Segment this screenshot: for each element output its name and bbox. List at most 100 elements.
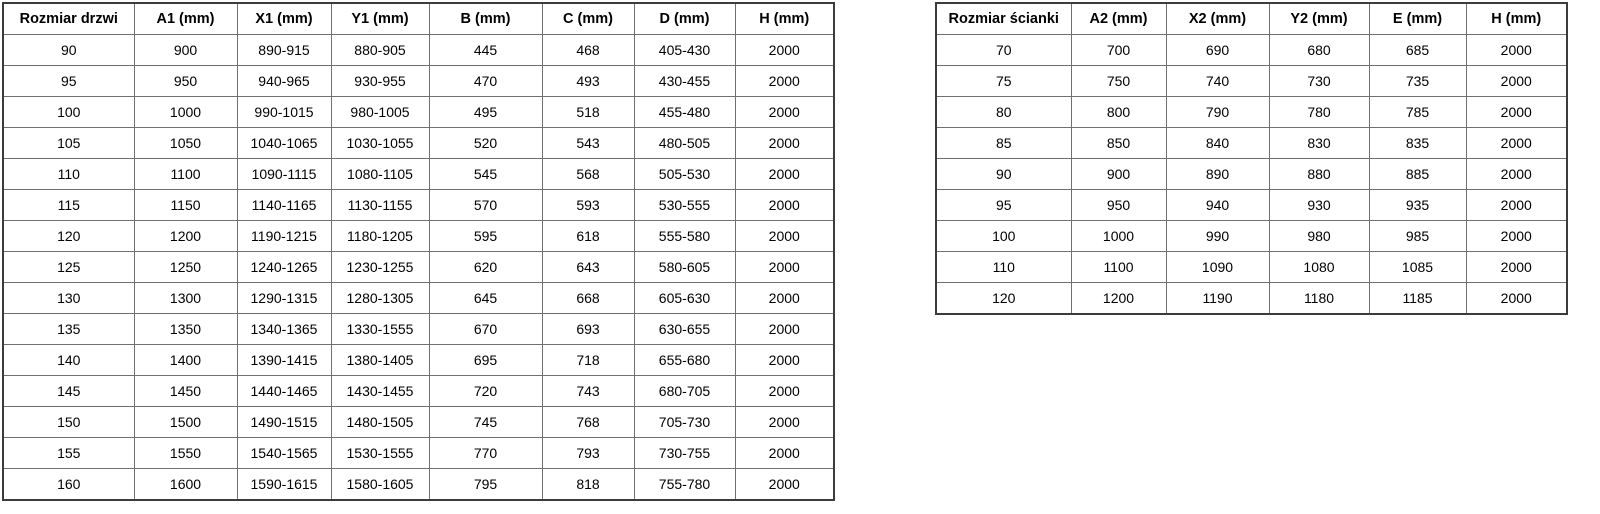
table-cell: 1290-1315 bbox=[236, 282, 332, 314]
table-cell: 1280-1305 bbox=[330, 282, 430, 314]
table-cell: 985 bbox=[1368, 220, 1467, 252]
column-header: H (mm) bbox=[734, 2, 835, 35]
header-row: Rozmiar ścianki A2 (mm) X2 (mm) Y2 (mm) E (m… bbox=[935, 2, 1568, 35]
table-cell: 718 bbox=[541, 344, 635, 376]
table-cell: 1030-1055 bbox=[330, 127, 430, 159]
table-cell: 735 bbox=[1368, 65, 1467, 97]
table-cell: 100 bbox=[2, 96, 135, 128]
table-cell: 930 bbox=[1268, 189, 1370, 221]
table-cell: 745 bbox=[428, 406, 543, 438]
table-cell: 643 bbox=[541, 251, 635, 283]
table-cell: 790 bbox=[1165, 96, 1270, 128]
column-header: A2 (mm) bbox=[1070, 2, 1167, 35]
column-header: X2 (mm) bbox=[1165, 2, 1270, 35]
table-cell: 1550 bbox=[133, 437, 238, 469]
table-cell: 605-630 bbox=[633, 282, 736, 314]
table-row: 85 850 840 830 835 2000 bbox=[935, 127, 1568, 159]
door-size-table: Rozmiar drzwi A1 (mm) X1 (mm) Y1 (mm) B (mm)… bbox=[2, 2, 835, 501]
table-cell: 1050 bbox=[133, 127, 238, 159]
table-cell: 630-655 bbox=[633, 313, 736, 345]
table-cell: 793 bbox=[541, 437, 635, 469]
table-cell: 2000 bbox=[734, 282, 835, 314]
table-cell: 730-755 bbox=[633, 437, 736, 469]
table-cell: 2000 bbox=[1465, 65, 1568, 97]
table-cell: 505-530 bbox=[633, 158, 736, 190]
table-cell: 2000 bbox=[734, 96, 835, 128]
table-cell: 1240-1265 bbox=[236, 251, 332, 283]
table-cell: 705-730 bbox=[633, 406, 736, 438]
table-cell: 543 bbox=[541, 127, 635, 159]
table-cell: 1390-1415 bbox=[236, 344, 332, 376]
table-cell: 2000 bbox=[734, 65, 835, 97]
column-header: A1 (mm) bbox=[133, 2, 238, 35]
table-cell: 785 bbox=[1368, 96, 1467, 128]
table-row: 100 1000 990-1015 980-1005 495 518 455-480 2000 bbox=[2, 96, 835, 128]
table-cell: 1300 bbox=[133, 282, 238, 314]
table-cell: 135 bbox=[2, 313, 135, 345]
table-cell: 518 bbox=[541, 96, 635, 128]
table-cell: 1330-1555 bbox=[330, 313, 430, 345]
table-cell: 885 bbox=[1368, 158, 1467, 190]
table-cell: 545 bbox=[428, 158, 543, 190]
table-cell: 1380-1405 bbox=[330, 344, 430, 376]
column-header: H (mm) bbox=[1465, 2, 1568, 35]
table-cell: 593 bbox=[541, 189, 635, 221]
table-cell: 1090 bbox=[1165, 251, 1270, 283]
table-cell: 2000 bbox=[1465, 158, 1568, 190]
table-cell: 685 bbox=[1368, 34, 1467, 66]
table-cell: 2000 bbox=[734, 220, 835, 252]
table-row: 95 950 940-965 930-955 470 493 430-455 2000 bbox=[2, 65, 835, 97]
table-cell: 1150 bbox=[133, 189, 238, 221]
table-cell: 455-480 bbox=[633, 96, 736, 128]
table-cell: 1600 bbox=[133, 468, 238, 501]
table-cell: 680-705 bbox=[633, 375, 736, 407]
table-cell: 750 bbox=[1070, 65, 1167, 97]
table-cell: 1450 bbox=[133, 375, 238, 407]
table-cell: 2000 bbox=[734, 251, 835, 283]
table-cell: 1590-1615 bbox=[236, 468, 332, 501]
table-cell: 1430-1455 bbox=[330, 375, 430, 407]
table-cell: 2000 bbox=[734, 344, 835, 376]
table-cell: 1200 bbox=[133, 220, 238, 252]
table-row: 120 1200 1190-1215 1180-1205 595 618 555-580 20… bbox=[2, 220, 835, 252]
table-cell: 1000 bbox=[1070, 220, 1167, 252]
column-header: Rozmiar drzwi bbox=[2, 2, 135, 35]
table-cell: 2000 bbox=[734, 158, 835, 190]
table-cell: 655-680 bbox=[633, 344, 736, 376]
table-cell: 570 bbox=[428, 189, 543, 221]
table-cell: 2000 bbox=[1465, 282, 1568, 315]
table-cell: 990 bbox=[1165, 220, 1270, 252]
table-cell: 1230-1255 bbox=[330, 251, 430, 283]
table-row: 110 1100 1090 1080 1085 2000 bbox=[935, 251, 1568, 283]
table-cell: 818 bbox=[541, 468, 635, 501]
table-cell: 1340-1365 bbox=[236, 313, 332, 345]
table-row: 140 1400 1390-1415 1380-1405 695 718 655-680 20… bbox=[2, 344, 835, 376]
table-row: 70 700 690 680 685 2000 bbox=[935, 34, 1568, 66]
table-cell: 2000 bbox=[734, 189, 835, 221]
table-row: 100 1000 990 980 985 2000 bbox=[935, 220, 1568, 252]
table-cell: 780 bbox=[1268, 96, 1370, 128]
table-row: 115 1150 1140-1165 1130-1155 570 593 530-555 20… bbox=[2, 189, 835, 221]
table-cell: 468 bbox=[541, 34, 635, 66]
table-cell: 693 bbox=[541, 313, 635, 345]
table-cell: 2000 bbox=[734, 406, 835, 438]
table-cell: 120 bbox=[2, 220, 135, 252]
table-cell: 470 bbox=[428, 65, 543, 97]
table-cell: 140 bbox=[2, 344, 135, 376]
table-cell: 2000 bbox=[1465, 189, 1568, 221]
column-header: E (mm) bbox=[1368, 2, 1467, 35]
table-cell: 493 bbox=[541, 65, 635, 97]
table-cell: 935 bbox=[1368, 189, 1467, 221]
table-row: 90 900 890 880 885 2000 bbox=[935, 158, 1568, 190]
column-header: C (mm) bbox=[541, 2, 635, 35]
table-cell: 130 bbox=[2, 282, 135, 314]
table-cell: 2000 bbox=[734, 127, 835, 159]
table-cell: 555-580 bbox=[633, 220, 736, 252]
table-cell: 890-915 bbox=[236, 34, 332, 66]
table-cell: 1530-1555 bbox=[330, 437, 430, 469]
table-cell: 1490-1515 bbox=[236, 406, 332, 438]
table-cell: 690 bbox=[1165, 34, 1270, 66]
table-cell: 160 bbox=[2, 468, 135, 501]
table-cell: 755-780 bbox=[633, 468, 736, 501]
table-cell: 950 bbox=[133, 65, 238, 97]
